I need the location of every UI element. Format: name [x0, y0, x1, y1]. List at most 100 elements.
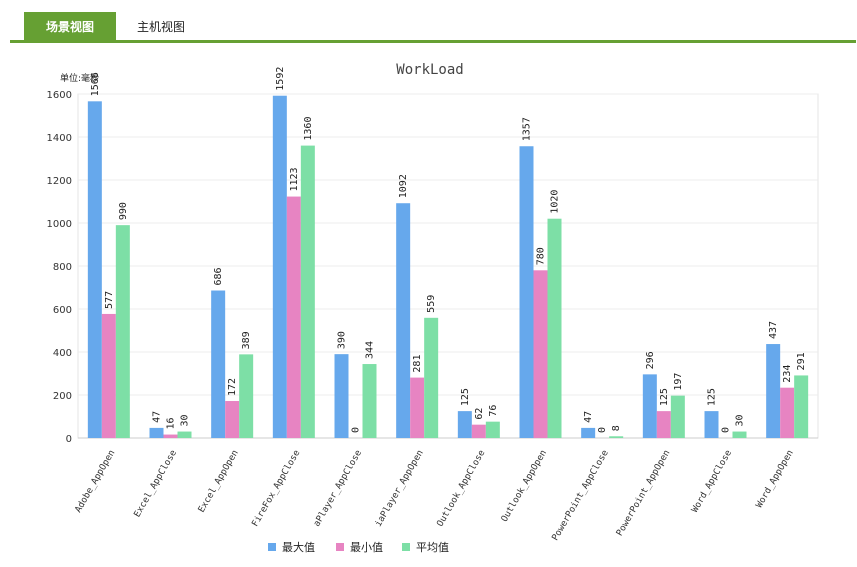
x-tick-label: Excel_AppClose — [133, 449, 180, 520]
tab-scene-view[interactable]: 场景视图 — [24, 12, 116, 42]
x-tick-label: Word_AppClose — [690, 449, 734, 515]
bar — [670, 395, 685, 438]
bar — [547, 218, 562, 438]
bar — [794, 375, 809, 438]
data-label: 62 — [474, 408, 485, 420]
legend-label: 平均值 — [416, 541, 449, 554]
bar — [272, 95, 287, 438]
y-tick-label: 200 — [53, 391, 72, 402]
bar — [780, 387, 795, 438]
data-label: 0 — [597, 427, 608, 433]
bar — [519, 146, 534, 438]
y-tick-label: 1200 — [47, 176, 72, 187]
data-label: 559 — [426, 295, 437, 313]
x-tick-label: Outlook_AppClose — [435, 449, 487, 529]
data-label: 780 — [536, 247, 547, 265]
x-tick-label: iaPlayer_AppOpen — [374, 449, 426, 529]
data-label: 1360 — [303, 117, 314, 141]
bar — [732, 431, 747, 438]
data-label: 291 — [796, 352, 807, 370]
bar — [149, 427, 164, 438]
data-label: 281 — [412, 355, 423, 373]
bar — [656, 411, 671, 438]
data-label: 990 — [118, 202, 129, 220]
data-label: 437 — [768, 321, 779, 339]
x-tick-label: aPlayer_AppClose — [312, 449, 364, 529]
data-label: 197 — [673, 373, 684, 391]
x-tick-label: Adobe_AppOpen — [74, 449, 118, 515]
chart-title: WorkLoad — [396, 62, 463, 78]
unit-label: 单位:毫秒 — [60, 72, 99, 84]
workload-chart: 02004006008001000120014001600WorkLoad单位:… — [47, 62, 819, 554]
y-tick-label: 800 — [53, 262, 72, 273]
x-tick-label: PowerPoint_AppClose — [551, 449, 611, 543]
legend-swatch — [268, 543, 276, 551]
bar — [457, 411, 472, 438]
data-label: 1092 — [398, 174, 409, 198]
bar — [485, 421, 500, 438]
data-label: 125 — [460, 388, 471, 406]
x-tick-label: PowerPoint_AppOpen — [615, 449, 672, 538]
bar — [87, 101, 102, 438]
bar — [424, 317, 439, 438]
y-tick-label: 1000 — [47, 219, 72, 230]
data-label: 125 — [659, 388, 670, 406]
y-tick-label: 0 — [66, 434, 72, 445]
bar — [766, 344, 781, 438]
legend-label: 最小值 — [350, 541, 383, 554]
bar — [115, 225, 130, 438]
data-label: 686 — [213, 267, 224, 285]
y-tick-label: 1400 — [47, 133, 72, 144]
data-label: 1123 — [289, 167, 300, 191]
data-label: 172 — [227, 378, 238, 396]
data-label: 30 — [735, 415, 746, 427]
data-label: 577 — [104, 291, 115, 309]
y-tick-label: 400 — [53, 348, 72, 359]
x-tick-label: Excel_AppOpen — [197, 449, 241, 515]
data-label: 1357 — [522, 117, 533, 141]
data-label: 1020 — [550, 190, 561, 214]
bar — [533, 270, 548, 438]
data-label: 47 — [583, 411, 594, 423]
x-tick-label: Word_AppOpen — [755, 449, 796, 510]
bar — [300, 145, 315, 438]
bar — [334, 354, 349, 438]
bar — [286, 196, 301, 438]
bar — [410, 377, 425, 438]
data-label: 390 — [337, 331, 348, 349]
data-label: 125 — [707, 388, 718, 406]
data-label: 47 — [152, 411, 163, 423]
bar — [396, 203, 411, 438]
bar — [704, 411, 719, 438]
bar — [471, 424, 486, 438]
y-tick-label: 1600 — [47, 90, 72, 101]
bar — [163, 434, 178, 438]
data-label: 8 — [611, 425, 622, 431]
data-label: 1566 — [90, 72, 101, 96]
bar — [239, 354, 254, 438]
x-tick-label: Outlook_AppOpen — [500, 449, 549, 524]
bar — [177, 431, 192, 438]
legend-label: 最大值 — [282, 540, 315, 554]
y-tick-label: 600 — [53, 305, 72, 316]
view-tabs: 场景视图 主机视图 — [0, 0, 857, 44]
data-label: 16 — [166, 418, 177, 430]
legend-swatch — [402, 543, 410, 551]
data-label: 0 — [351, 427, 362, 433]
bar — [211, 290, 226, 438]
bar — [642, 374, 657, 438]
data-label: 234 — [782, 365, 793, 383]
bar — [362, 364, 377, 438]
data-label: 389 — [241, 331, 252, 349]
bar — [225, 401, 240, 438]
data-label: 76 — [488, 405, 499, 417]
tab-host-view[interactable]: 主机视图 — [136, 20, 185, 34]
data-label: 1592 — [275, 67, 286, 91]
data-label: 344 — [365, 341, 376, 359]
bar — [581, 427, 596, 438]
data-label: 0 — [721, 427, 732, 433]
bar — [101, 313, 116, 438]
data-label: 30 — [180, 415, 191, 427]
tab-underline — [10, 40, 856, 43]
data-label: 296 — [645, 351, 656, 369]
